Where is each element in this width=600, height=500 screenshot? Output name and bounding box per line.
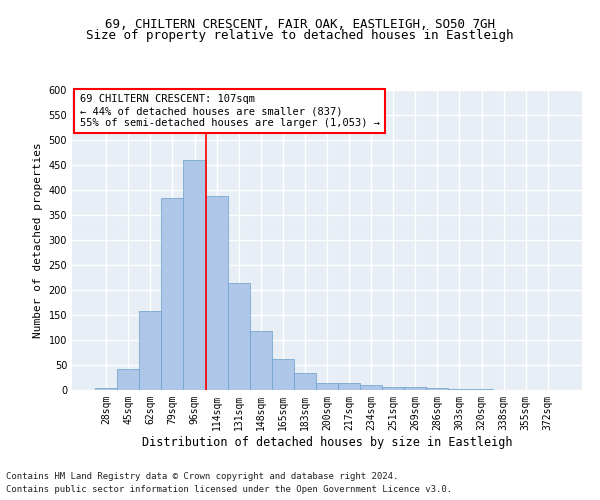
Bar xyxy=(470,389,493,390)
Bar xyxy=(360,385,382,390)
Bar xyxy=(294,372,316,390)
Bar xyxy=(161,198,184,390)
Bar xyxy=(272,359,294,390)
Bar xyxy=(227,282,250,390)
Bar xyxy=(338,382,360,390)
Text: 69 CHILTERN CRESCENT: 107sqm
← 44% of detached houses are smaller (837)
55% of s: 69 CHILTERN CRESCENT: 107sqm ← 44% of de… xyxy=(80,94,380,128)
Text: 69, CHILTERN CRESCENT, FAIR OAK, EASTLEIGH, SO50 7GH: 69, CHILTERN CRESCENT, FAIR OAK, EASTLEI… xyxy=(105,18,495,30)
Bar xyxy=(184,160,206,390)
Bar xyxy=(206,196,227,390)
X-axis label: Distribution of detached houses by size in Eastleigh: Distribution of detached houses by size … xyxy=(142,436,512,448)
Text: Contains public sector information licensed under the Open Government Licence v3: Contains public sector information licen… xyxy=(6,485,452,494)
Bar xyxy=(139,311,161,390)
Bar xyxy=(382,386,404,390)
Bar xyxy=(427,388,448,390)
Bar xyxy=(404,386,427,390)
Bar xyxy=(250,331,272,390)
Bar xyxy=(117,369,139,390)
Bar xyxy=(316,382,338,390)
Text: Contains HM Land Registry data © Crown copyright and database right 2024.: Contains HM Land Registry data © Crown c… xyxy=(6,472,398,481)
Y-axis label: Number of detached properties: Number of detached properties xyxy=(33,142,43,338)
Text: Size of property relative to detached houses in Eastleigh: Size of property relative to detached ho… xyxy=(86,29,514,42)
Bar xyxy=(448,389,470,390)
Bar xyxy=(95,388,117,390)
